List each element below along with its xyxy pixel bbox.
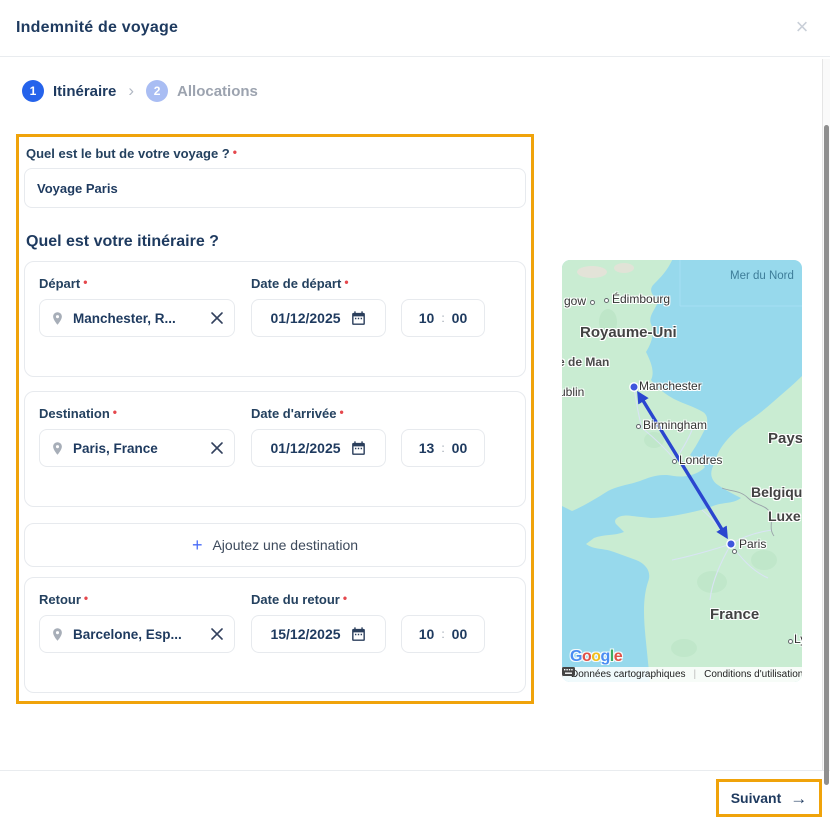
return-time-input[interactable]: 10 : 00 [401,615,485,653]
clear-location-icon[interactable] [210,311,224,325]
return-date-label-text: Date du retour [251,592,340,607]
manchester-marker [629,382,639,392]
depart-label-text: Départ [39,276,81,291]
location-pin-icon [50,441,65,456]
terms-of-use-link[interactable]: Conditions d'utilisation [704,669,802,680]
depart-location-input[interactable]: Manchester, R... [39,299,235,337]
time-colon: : [441,627,445,641]
suivant-label: Suivant [730,790,782,806]
calendar-icon [350,440,367,457]
arrow-right-icon: → [790,788,808,808]
leg-card-retour: Retour • Date du retour • Barcelone, Esp..… [24,577,526,693]
add-destination-button[interactable]: + Ajoutez une destination [24,523,526,567]
calendar-icon [350,310,367,327]
map-data-attribution: Données cartographiques [571,669,686,680]
footer-divider [0,770,830,771]
step-indicator: 1 Itinéraire › 2 Allocations [22,80,258,102]
arrival-time-input[interactable]: 13 : 00 [401,429,485,467]
keyboard-shortcuts-icon[interactable] [562,667,575,682]
destination-label-text: Destination [39,406,110,421]
return-hour: 10 [418,626,435,642]
route-arrow [637,390,728,540]
plus-icon: + [191,534,203,555]
time-colon: : [441,441,445,455]
arrival-date-label-text: Date d'arrivée [251,406,337,421]
modal-title: Indemnité de voyage [16,19,179,36]
modal-header: Indemnité de voyage × [0,0,830,57]
arrival-date-input[interactable]: 01/12/2025 [251,429,386,467]
purpose-label-text: Quel est le but de votre voyage ? [26,146,230,161]
arrival-date-value: 01/12/2025 [270,440,341,456]
clear-location-icon[interactable] [210,441,224,455]
step-allocations[interactable]: 2 Allocations [146,80,258,102]
destination-label: Destination • [39,405,251,421]
arrival-hour: 13 [418,440,435,456]
scrollbar-thumb[interactable] [824,125,829,785]
paris-marker [726,539,736,549]
country-borders [721,487,775,537]
retour-label-text: Retour [39,592,81,607]
required-marker: • [83,275,88,289]
itinerary-form-region: Quel est le but de votre voyage ? • Voyag… [16,134,534,704]
step-1-label: Itinéraire [53,82,117,100]
route-map[interactable]: Mer du Nord gow Édimbourg Royaume-Uni e … [562,260,802,682]
step-2-label: Allocations [177,82,258,100]
leg-card-destination: Destination • Date d'arrivée • Paris, Fran… [24,391,526,507]
add-destination-label: Ajoutez une destination [212,537,359,553]
depart-date-value: 01/12/2025 [270,310,341,326]
attribution-divider: | [693,669,697,680]
map-canvas [562,260,802,682]
purpose-value: Voyage Paris [37,180,118,196]
retour-label: Retour • [39,591,251,607]
return-date-input[interactable]: 15/12/2025 [251,615,386,653]
scrollbar-track[interactable] [822,59,830,785]
return-minute: 00 [451,626,468,642]
step-1-circle: 1 [22,80,44,102]
suivant-button[interactable]: Suivant → [716,779,822,817]
depart-date-input[interactable]: 01/12/2025 [251,299,386,337]
depart-date-label-text: Date de départ [251,276,342,291]
destination-location-value: Paris, France [73,440,158,456]
required-marker: • [342,591,348,605]
step-2-circle: 2 [146,80,169,102]
depart-minute: 00 [451,310,468,326]
purpose-input[interactable]: Voyage Paris [24,168,526,208]
time-colon: : [441,311,445,325]
required-marker: • [112,405,117,419]
depart-label: Départ • [39,275,251,291]
location-pin-icon [50,311,65,326]
step-itineraire[interactable]: 1 Itinéraire [22,80,116,102]
retour-location-input[interactable]: Barcelone, Esp... [39,615,235,653]
map-attribution-bar: Données cartographiques | Conditions d'u… [562,667,802,682]
arrival-date-label: Date d'arrivée • [251,405,344,421]
return-date-value: 15/12/2025 [270,626,341,642]
retour-location-value: Barcelone, Esp... [73,626,182,642]
depart-time-input[interactable]: 10 : 00 [401,299,485,337]
depart-date-label: Date de départ • [251,275,349,291]
destination-location-input[interactable]: Paris, France [39,429,235,467]
return-date-label: Date du retour • [251,591,347,607]
arrival-minute: 00 [451,440,468,456]
required-marker: • [339,405,344,419]
close-icon[interactable]: × [795,14,809,39]
itinerary-heading: Quel est votre itinéraire ? [26,233,219,250]
chevron-right-icon: › [128,81,135,100]
ireland-landmass [562,375,588,439]
clear-location-icon[interactable] [210,627,224,641]
required-marker: • [83,591,89,605]
depart-location-value: Manchester, R... [73,310,176,326]
required-marker: • [344,275,349,289]
google-logo[interactable]: Google [570,648,623,665]
leg-card-depart: Départ • Date de départ • Manchester, R...… [24,261,526,377]
depart-hour: 10 [418,310,435,326]
purpose-label: Quel est le but de votre voyage ? • [26,145,524,161]
location-pin-icon [50,627,65,642]
calendar-icon [350,626,367,643]
required-marker: • [232,145,237,159]
